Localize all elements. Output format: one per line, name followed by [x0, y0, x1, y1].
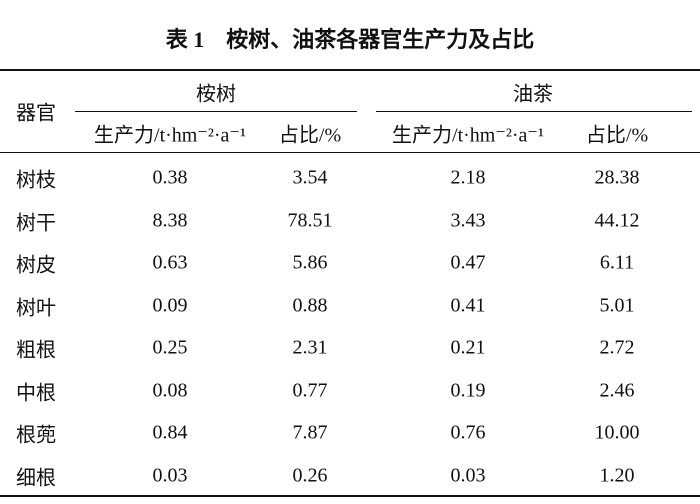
- group-header: 油茶: [513, 83, 553, 106]
- row-label: 根蔸: [16, 424, 56, 447]
- cell: 0.38: [152, 166, 188, 189]
- cell: 0.19: [450, 379, 486, 401]
- corner-header: 器官: [16, 102, 56, 125]
- row-label: 粗根: [16, 339, 56, 362]
- cell: 0.26: [292, 464, 328, 486]
- table-title: 表 1 桉树、油茶各器官生产力及占比: [165, 27, 535, 52]
- cell: 5.86: [292, 251, 328, 274]
- bottom-rule: [0, 495, 700, 497]
- row-label: 细根: [16, 467, 56, 489]
- column-header: 占比/%: [585, 124, 649, 147]
- cell: 2.18: [450, 166, 486, 189]
- column-header: 占比/%: [278, 124, 342, 147]
- cell: 0.09: [152, 294, 188, 316]
- row-label: 树叶: [16, 297, 56, 319]
- group-rule: [75, 111, 357, 112]
- cell: 3.43: [450, 209, 486, 231]
- cell: 0.77: [292, 379, 328, 401]
- row-label: 树皮: [16, 254, 56, 277]
- header-rule: [0, 152, 700, 153]
- cell: 0.88: [292, 294, 328, 316]
- cell: 0.03: [450, 464, 486, 486]
- cell: 0.47: [450, 251, 486, 274]
- cell: 8.38: [152, 209, 188, 231]
- column-header: 生产力/t·hm⁻²·a⁻¹: [392, 124, 544, 147]
- column-header: 生产力/t·hm⁻²·a⁻¹: [94, 124, 246, 147]
- cell: 2.31: [292, 336, 328, 359]
- cell: 7.87: [292, 421, 328, 444]
- cell: 2.72: [599, 336, 635, 359]
- cell: 0.08: [152, 379, 188, 401]
- row-label: 中根: [16, 382, 56, 404]
- cell: 3.54: [292, 166, 328, 189]
- cell: 28.38: [594, 166, 640, 189]
- cell: 0.84: [152, 421, 188, 444]
- cell: 44.12: [594, 209, 640, 231]
- row-label: 树枝: [16, 169, 56, 192]
- cell: 0.41: [450, 294, 486, 316]
- cell: 0.76: [450, 421, 486, 444]
- cell: 5.01: [599, 294, 635, 316]
- cell: 78.51: [287, 209, 333, 231]
- row-label: 树干: [16, 212, 56, 234]
- cell: 0.03: [152, 464, 188, 486]
- cell: 2.46: [599, 379, 635, 401]
- cell: 0.63: [152, 251, 188, 274]
- group-header: 桉树: [196, 83, 236, 106]
- cell: 6.11: [599, 251, 635, 274]
- cell: 0.21: [450, 336, 486, 359]
- group-rule: [376, 111, 692, 112]
- top-rule: [0, 69, 700, 71]
- cell: 1.20: [599, 464, 635, 486]
- cell: 0.25: [152, 336, 188, 359]
- cell: 10.00: [594, 421, 640, 444]
